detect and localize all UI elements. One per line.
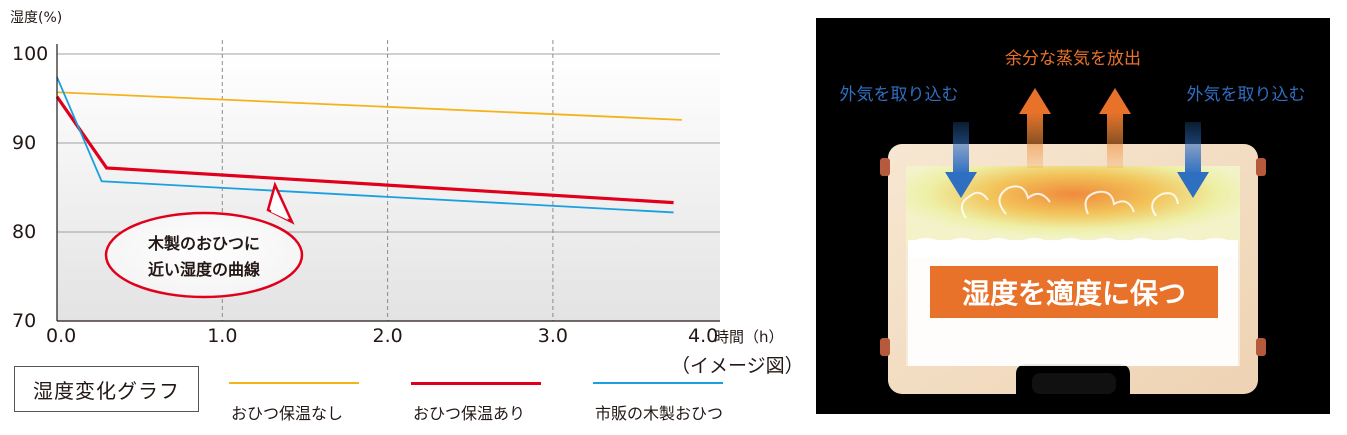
y-tick-label: 90 [12,132,36,154]
steam-arrow-left [1019,88,1051,168]
intake-air-label-left: 外気を取り込む [840,85,959,105]
legend-line [593,382,723,384]
legend-title: 湿度変化グラフ [33,378,180,403]
legend-title-box: 湿度変化グラフ [14,366,199,412]
y-tick-label: 80 [12,221,36,243]
intake-arrow-right [1177,122,1209,198]
y-tick-label: 100 [12,43,48,65]
callout-line-2: 近い湿度の曲線 [148,260,260,279]
steam-curls [960,185,1179,219]
ohitsu-illustration: 余分な蒸気を放出 外気を取り込む 外気を取り込む [840,49,1306,394]
x-tick-label: 2.0 [372,325,402,347]
humidity-chart: 70 80 90 100 0.0 1.0 2.0 3.0 4.0 湿度(%) 時間（h） （イメ… [10,10,800,377]
steam-illustration-panel: 余分な蒸気を放出 外気を取り込む 外気を取り込む [816,18,1330,414]
series-layer [55,76,682,214]
series-line-1 [55,95,674,205]
y-tick-label: 70 [12,310,36,332]
x-tick-label: 1.0 [207,325,237,347]
humidity-banner: 湿度を適度に保つ [930,266,1218,318]
legend-label: おひつ保温なし [231,404,344,423]
steam-arrow-right [1099,88,1131,168]
series-line-0 [56,91,682,121]
x-tick-label: 0.0 [46,325,76,347]
banner-text: 湿度を適度に保つ [962,277,1186,310]
y-axis-label: 湿度(%) [10,10,62,26]
image-note: （イメージ図） [671,355,800,377]
callout-line-1: 木製のおひつに [147,234,260,253]
tick-labels: 70 80 90 100 0.0 1.0 2.0 3.0 4.0 [12,43,718,347]
intake-air-label-right: 外気を取り込む [1187,85,1306,105]
callout-bubble: 木製のおひつに 近い湿度の曲線 [104,181,304,299]
x-tick-label: 4.0 [688,325,718,347]
x-axis-label: 時間（h） [714,328,784,346]
legend-label: 市販の木製おひつ [595,404,724,423]
x-tick-label: 3.0 [538,325,568,347]
legend-line [411,382,541,385]
series-line-2 [56,76,674,214]
legend-label: おひつ保温あり [413,404,526,423]
legend-line [229,382,359,384]
intake-arrow-left [945,122,977,198]
axes [56,44,720,322]
release-steam-label: 余分な蒸気を放出 [1005,49,1141,69]
